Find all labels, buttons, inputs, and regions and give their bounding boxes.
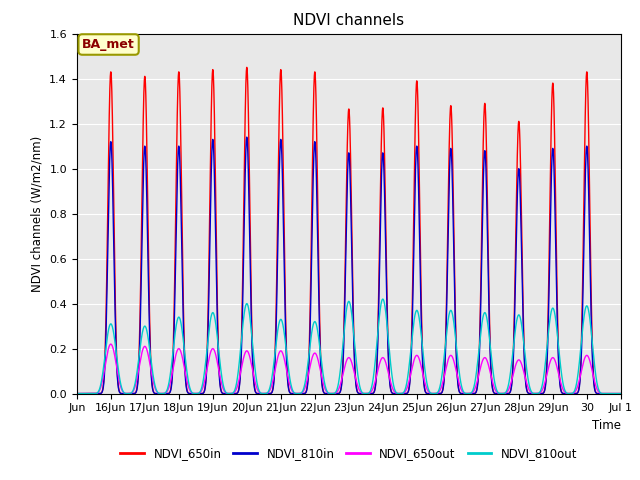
NDVI_650in — [419, 349, 426, 355]
NDVI_810in — [419, 358, 426, 364]
NDVI_810in — [100, 376, 108, 382]
NDVI_650out — [395, 391, 403, 396]
X-axis label: Time: Time — [592, 419, 621, 432]
Line: NDVI_810in: NDVI_810in — [77, 137, 621, 394]
NDVI_650in — [476, 314, 484, 320]
NDVI_810out — [73, 391, 81, 396]
NDVI_650in — [395, 391, 403, 396]
NDVI_650in — [617, 391, 625, 396]
NDVI_810out — [395, 391, 403, 396]
NDVI_650out — [100, 369, 108, 374]
NDVI_810in — [270, 380, 278, 385]
NDVI_810in — [506, 390, 513, 396]
NDVI_810in — [73, 391, 81, 396]
NDVI_810in — [395, 391, 403, 396]
Legend: NDVI_650in, NDVI_810in, NDVI_650out, NDVI_810out: NDVI_650in, NDVI_810in, NDVI_650out, NDV… — [116, 443, 582, 465]
NDVI_650out — [419, 369, 426, 375]
NDVI_810in — [243, 134, 251, 140]
NDVI_650in — [506, 390, 513, 396]
NDVI_650in — [243, 64, 251, 70]
NDVI_650out — [476, 366, 484, 372]
Line: NDVI_810out: NDVI_810out — [77, 299, 621, 394]
NDVI_650in — [73, 391, 81, 396]
NDVI_650out — [506, 385, 513, 391]
NDVI_810out — [506, 378, 513, 384]
NDVI_810out — [476, 336, 484, 341]
Line: NDVI_650out: NDVI_650out — [77, 344, 621, 394]
Y-axis label: NDVI channels (W/m2/nm): NDVI channels (W/m2/nm) — [31, 135, 44, 292]
Title: NDVI channels: NDVI channels — [293, 13, 404, 28]
NDVI_650in — [100, 372, 108, 378]
Line: NDVI_650in: NDVI_650in — [77, 67, 621, 394]
NDVI_810in — [476, 326, 484, 332]
NDVI_650out — [73, 391, 81, 396]
NDVI_810out — [379, 296, 387, 302]
NDVI_650out — [270, 373, 278, 379]
NDVI_810out — [270, 361, 278, 367]
NDVI_810in — [617, 391, 625, 396]
NDVI_810out — [419, 344, 426, 350]
NDVI_650out — [107, 341, 115, 347]
NDVI_810out — [617, 391, 625, 396]
Text: BA_met: BA_met — [82, 38, 135, 51]
NDVI_650in — [270, 377, 278, 383]
NDVI_810out — [100, 360, 108, 365]
NDVI_650out — [617, 391, 625, 396]
